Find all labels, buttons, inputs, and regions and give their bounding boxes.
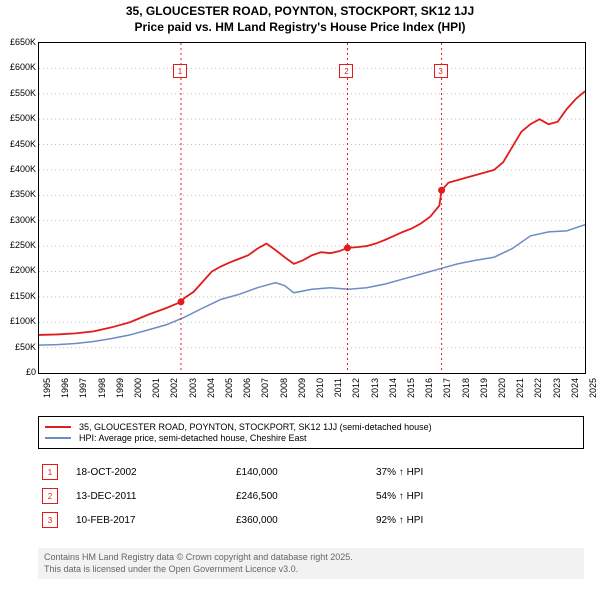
marker-pct: 54% ↑ HPI [376,491,516,502]
table-row: 3 10-FEB-2017 £360,000 92% ↑ HPI [38,508,584,532]
y-axis-tick-label: £100K [0,316,36,326]
marker-price: £360,000 [236,515,376,526]
table-row: 1 18-OCT-2002 £140,000 37% ↑ HPI [38,460,584,484]
x-axis-tick-label: 2007 [260,378,270,398]
x-axis-tick-label: 2013 [370,378,380,398]
x-axis-tick-label: 2000 [133,378,143,398]
y-axis-tick-label: £550K [0,88,36,98]
marker-pct: 37% ↑ HPI [376,467,516,478]
x-axis-tick-label: 2010 [315,378,325,398]
y-axis-tick-label: £200K [0,265,36,275]
marker-date: 13-DEC-2011 [58,491,236,502]
title-line-1: 35, GLOUCESTER ROAD, POYNTON, STOCKPORT,… [0,4,600,18]
x-axis-tick-label: 2019 [479,378,489,398]
x-axis-tick-label: 1998 [97,378,107,398]
x-axis-tick-label: 2022 [533,378,543,398]
x-axis-tick-label: 1999 [115,378,125,398]
marker-price: £246,500 [236,491,376,502]
legend-swatch [45,437,71,439]
y-axis-tick-label: £350K [0,189,36,199]
y-axis-tick-label: £150K [0,291,36,301]
x-axis-tick-label: 2025 [588,378,598,398]
x-axis-tick-label: 2008 [279,378,289,398]
x-axis-tick-label: 1997 [78,378,88,398]
legend-label: HPI: Average price, semi-detached house,… [79,433,306,443]
chart-marker-box: 2 [339,64,353,78]
y-axis-tick-label: £50K [0,342,36,352]
x-axis-tick-label: 2003 [188,378,198,398]
x-axis-tick-label: 2020 [497,378,507,398]
legend-swatch [45,426,71,428]
x-axis-tick-label: 2016 [424,378,434,398]
chart-plot-area [38,42,586,374]
x-axis-tick-label: 2023 [552,378,562,398]
y-axis-tick-label: £650K [0,37,36,47]
chart-title: 35, GLOUCESTER ROAD, POYNTON, STOCKPORT,… [0,0,600,34]
y-axis-tick-label: £400K [0,164,36,174]
x-axis-tick-label: 2021 [515,378,525,398]
chart-marker-box: 3 [434,64,448,78]
x-axis-tick-label: 2012 [351,378,361,398]
y-axis-tick-label: £450K [0,139,36,149]
x-axis-tick-label: 2005 [224,378,234,398]
marker-price: £140,000 [236,467,376,478]
x-axis-tick-label: 1995 [42,378,52,398]
title-line-2: Price paid vs. HM Land Registry's House … [0,20,600,34]
y-axis-tick-label: £600K [0,62,36,72]
x-axis-tick-label: 2017 [442,378,452,398]
x-axis-tick-label: 2014 [388,378,398,398]
x-axis-tick-label: 1996 [60,378,70,398]
y-axis-tick-label: £250K [0,240,36,250]
x-axis-tick-label: 2006 [242,378,252,398]
y-axis-tick-label: £500K [0,113,36,123]
x-axis-tick-label: 2011 [333,378,343,397]
footer-line-1: Contains HM Land Registry data © Crown c… [44,552,578,564]
chart-svg [39,43,585,373]
footer-line-2: This data is licensed under the Open Gov… [44,564,578,576]
x-axis-tick-label: 2001 [151,378,161,398]
x-axis-tick-label: 2002 [169,378,179,398]
y-axis-tick-label: £300K [0,215,36,225]
marker-pct: 92% ↑ HPI [376,515,516,526]
marker-number-box: 1 [42,464,58,480]
marker-number-box: 2 [42,488,58,504]
x-axis-tick-label: 2004 [206,378,216,398]
x-axis-tick-label: 2015 [406,378,416,398]
legend-row: HPI: Average price, semi-detached house,… [45,433,577,443]
x-axis-tick-label: 2024 [570,378,580,398]
marker-number-box: 3 [42,512,58,528]
sale-markers-table: 1 18-OCT-2002 £140,000 37% ↑ HPI 2 13-DE… [38,460,584,532]
footer-attribution: Contains HM Land Registry data © Crown c… [38,548,584,579]
x-axis-tick-label: 2018 [461,378,471,398]
chart-marker-box: 1 [173,64,187,78]
y-axis-tick-label: £0 [0,367,36,377]
marker-date: 10-FEB-2017 [58,515,236,526]
table-row: 2 13-DEC-2011 £246,500 54% ↑ HPI [38,484,584,508]
legend-row: 35, GLOUCESTER ROAD, POYNTON, STOCKPORT,… [45,422,577,432]
x-axis-tick-label: 2009 [297,378,307,398]
marker-date: 18-OCT-2002 [58,467,236,478]
legend-label: 35, GLOUCESTER ROAD, POYNTON, STOCKPORT,… [79,422,432,432]
legend: 35, GLOUCESTER ROAD, POYNTON, STOCKPORT,… [38,416,584,449]
